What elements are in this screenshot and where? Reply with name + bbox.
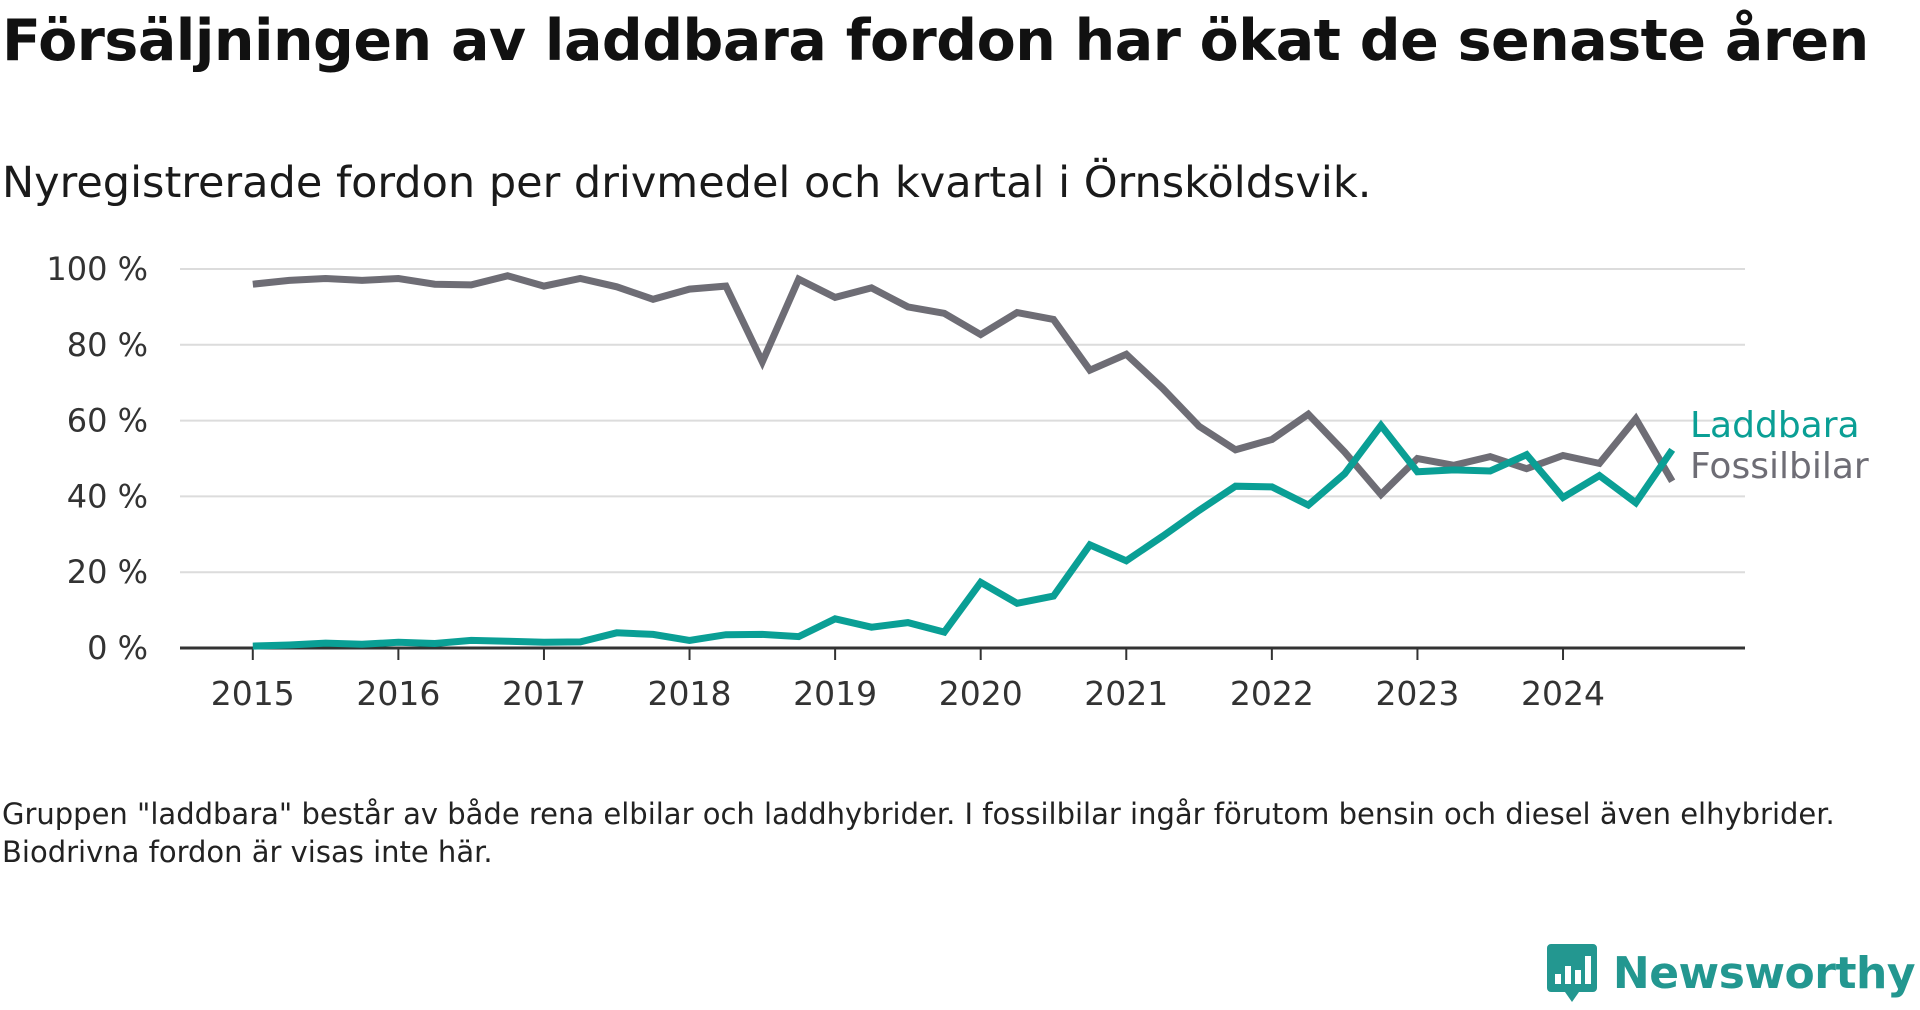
x-tick-label: 2022: [1230, 674, 1314, 713]
series-line-laddbara: [252, 419, 1676, 650]
x-tick-label: 2023: [1375, 674, 1459, 713]
y-tick-label: 60 %: [67, 402, 148, 440]
chart-subtitle: Nyregistrerade fordon per drivmedel och …: [2, 158, 1372, 208]
x-tick-label: 2021: [1084, 674, 1168, 713]
bar-chart-speech-bubble-icon: [1546, 944, 1597, 1002]
y-tick-label: 0 %: [87, 629, 148, 667]
x-tick-label: 2018: [648, 674, 732, 713]
series-line-fossilbilar: [252, 272, 1676, 500]
y-tick-label: 40 %: [67, 477, 148, 515]
brand-logo: Newsworthy: [1546, 944, 1916, 1002]
x-tick-label: 2020: [939, 674, 1023, 713]
legend-label-laddbara: Laddbara: [1690, 405, 1860, 446]
y-tick-label: 80 %: [67, 326, 148, 364]
x-tick-label: 2024: [1521, 674, 1605, 713]
x-tick-label: 2019: [793, 674, 877, 713]
chart-title: Försäljningen av laddbara fordon har öka…: [2, 8, 1869, 74]
x-tick-label: 2016: [356, 674, 440, 713]
y-tick-label: 20 %: [67, 553, 148, 591]
line-chart: 0 % 20 % 40 % 60 % 80 % 100 % 2015 2016 2017 2018…: [46, 250, 1869, 713]
y-tick-label: 100 %: [46, 250, 148, 288]
legend-label-fossilbilar: Fossilbilar: [1690, 446, 1869, 487]
brand-name: Newsworthy: [1612, 947, 1916, 999]
footnote: Gruppen "laddbara" består av både rena e…: [2, 797, 1835, 869]
x-tick-label: 2017: [502, 674, 586, 713]
x-tick-label: 2015: [211, 674, 295, 713]
